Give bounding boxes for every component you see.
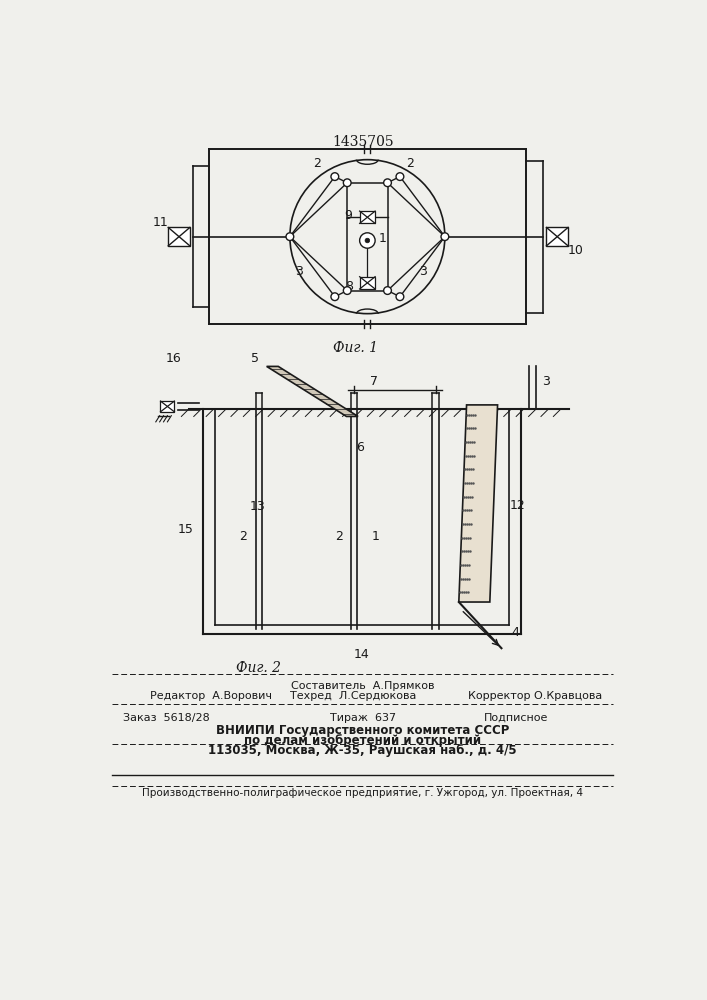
Bar: [168, 227, 190, 246]
Text: 10: 10: [568, 244, 584, 257]
Text: 11: 11: [153, 216, 168, 229]
Text: 7: 7: [370, 375, 378, 388]
Circle shape: [384, 179, 392, 187]
Circle shape: [396, 173, 404, 180]
Text: 3: 3: [419, 265, 427, 278]
Text: Фиг. 1: Фиг. 1: [333, 341, 378, 355]
Polygon shape: [267, 366, 358, 416]
Text: 16: 16: [165, 352, 182, 365]
Circle shape: [344, 179, 351, 187]
Text: 2: 2: [240, 530, 247, 543]
Text: 1435705: 1435705: [332, 135, 394, 149]
Text: 1: 1: [372, 530, 380, 543]
Text: Техред  Л.Сердюкова: Техред Л.Сердюкова: [290, 691, 416, 701]
Text: Заказ  5618/28: Заказ 5618/28: [123, 713, 210, 723]
Circle shape: [396, 293, 404, 301]
Text: 113035, Москва, Ж-35, Раушская наб., д. 4/5: 113035, Москва, Ж-35, Раушская наб., д. …: [209, 744, 517, 757]
Text: 2: 2: [334, 530, 343, 543]
Circle shape: [365, 238, 370, 243]
Circle shape: [360, 233, 375, 248]
Text: Фиг. 2: Фиг. 2: [236, 661, 281, 675]
Polygon shape: [459, 405, 498, 602]
Text: Тираж  637: Тираж 637: [329, 713, 396, 723]
Text: 13: 13: [250, 500, 265, 513]
Text: 6: 6: [356, 441, 364, 454]
Bar: [160, 401, 175, 412]
Circle shape: [441, 233, 449, 241]
Text: Редактор  А.Ворович: Редактор А.Ворович: [151, 691, 272, 701]
Text: Корректор О.Кравцова: Корректор О.Кравцова: [468, 691, 602, 701]
Circle shape: [331, 293, 339, 301]
Circle shape: [286, 233, 293, 241]
Text: 2: 2: [406, 157, 414, 170]
Text: 3: 3: [542, 375, 551, 388]
Text: 15: 15: [178, 523, 194, 536]
Text: 14: 14: [354, 648, 370, 661]
Text: 3: 3: [296, 265, 303, 278]
Text: Производственно-полиграфическое предприятие, г. Ужгород, ул. Проектная, 4: Производственно-полиграфическое предприя…: [142, 788, 583, 798]
Text: 1: 1: [378, 232, 386, 245]
Bar: [360, 211, 375, 223]
Text: 8: 8: [346, 280, 354, 293]
Bar: [360, 277, 375, 289]
Text: 12: 12: [509, 499, 525, 512]
Text: Составитель  А.Прямков: Составитель А.Прямков: [291, 681, 435, 691]
Circle shape: [331, 173, 339, 180]
Circle shape: [344, 287, 351, 294]
Text: ВНИИПИ Государственного комитета СССР: ВНИИПИ Государственного комитета СССР: [216, 724, 510, 737]
Text: Подписное: Подписное: [484, 713, 548, 723]
Circle shape: [384, 287, 392, 294]
Text: 5: 5: [251, 352, 259, 365]
Text: 9: 9: [344, 209, 352, 222]
Bar: [547, 227, 568, 246]
Text: 4: 4: [512, 626, 520, 639]
Text: по делам изобретений и открытий: по делам изобретений и открытий: [244, 734, 481, 747]
Text: 2: 2: [313, 157, 321, 170]
